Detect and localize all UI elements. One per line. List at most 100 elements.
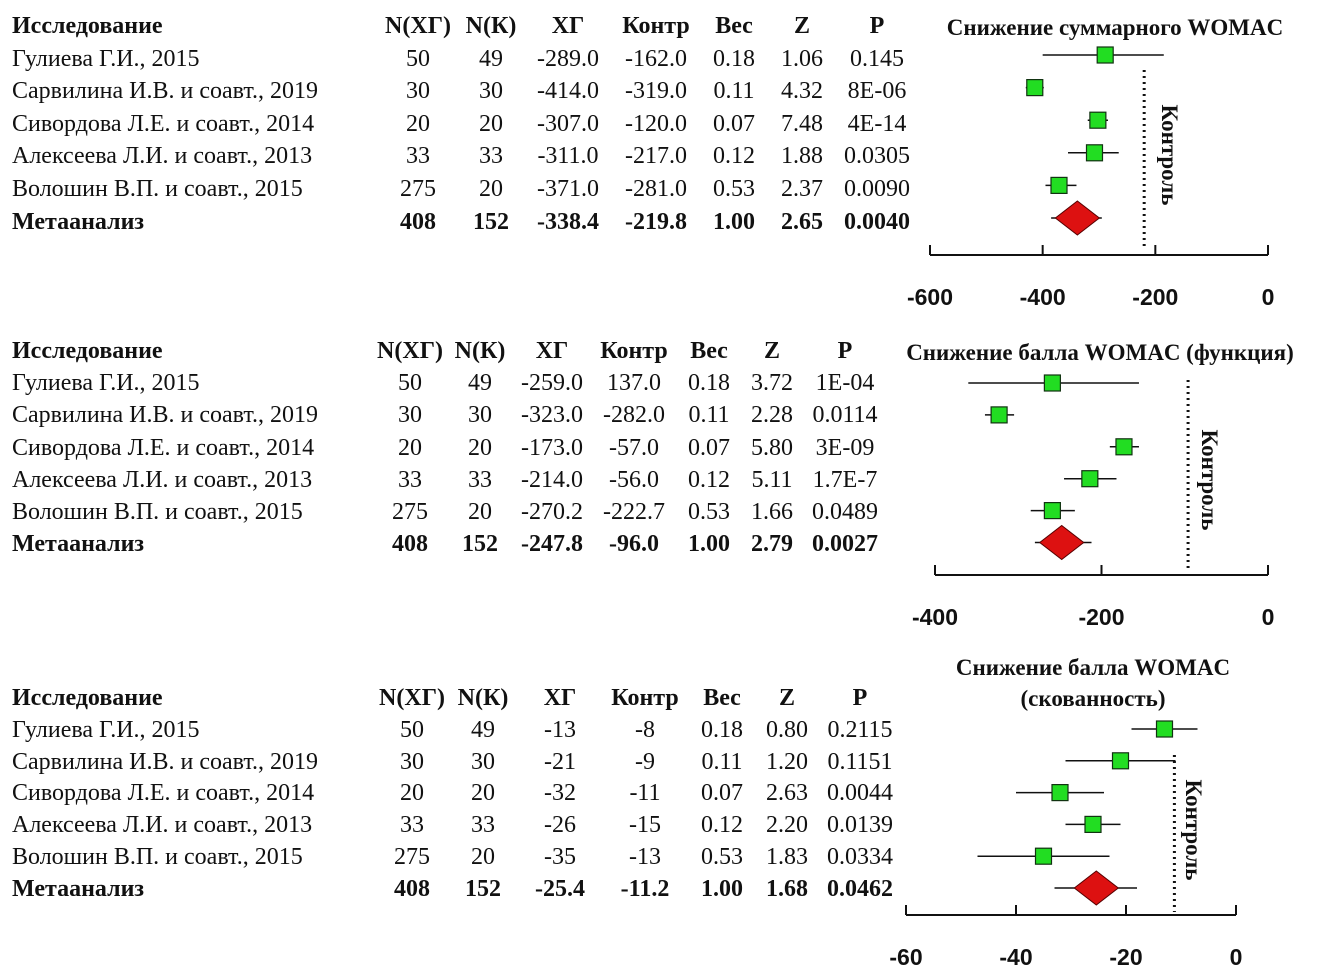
control-label: Контроль	[1181, 780, 1206, 881]
table-cell-n-k: 152	[465, 875, 501, 902]
study-marker	[1085, 144, 1104, 162]
plot-title: Снижение балла WOMAC (функция)	[906, 340, 1294, 365]
column-header: N(К)	[454, 338, 506, 364]
plot-title: (скованность)	[1021, 686, 1166, 711]
study-name: Сарвилина И.В. и соавт., 2019	[12, 748, 319, 775]
study-marker	[990, 406, 1008, 424]
column-header: N(ХГ)	[379, 685, 445, 711]
table-cell-hg: -259.0	[521, 370, 583, 397]
table-cell-n-k: 20	[479, 110, 503, 137]
column-header: P	[837, 338, 853, 364]
table-cell-n-hg: 275	[400, 176, 436, 202]
table-cell-ctrl: -57.0	[609, 434, 659, 461]
table-cell-weight: 0.11	[713, 78, 755, 105]
table-cell-z: 1.68	[766, 875, 808, 902]
table-cell-hg: -247.8	[521, 531, 583, 558]
table-cell-ctrl: -11.2	[620, 875, 670, 902]
table-cell-p: 0.145	[850, 45, 904, 72]
column-header: Вес	[703, 685, 741, 711]
study-marker	[1096, 46, 1114, 64]
table-cell-ctrl: -162.0	[625, 45, 687, 72]
table-cell-ctrl: -11	[629, 780, 661, 807]
table-cell-hg: -371.0	[537, 176, 599, 202]
table-cell-ctrl: -9	[635, 748, 655, 775]
column-header: P	[852, 685, 868, 711]
study-name: Сивордова Л.Е. и соавт., 2014	[12, 434, 315, 461]
study-name: Волошин В.П. и соавт., 2015	[12, 844, 303, 870]
study-marker	[1026, 78, 1044, 97]
table-cell-n-hg: 20	[400, 780, 424, 807]
table-cell-z: 4.32	[781, 78, 823, 105]
column-header: P	[869, 13, 885, 39]
meta-analysis-label: Метаанализ	[12, 875, 145, 902]
table-cell-p: 8E-06	[847, 78, 907, 105]
table-cell-z: 7.48	[781, 110, 823, 137]
table-cell-weight: 1.00	[701, 875, 743, 902]
column-header: Вес	[715, 13, 753, 39]
study-marker	[1115, 438, 1133, 456]
forest-plot-total: Снижение суммарного WOMAC Контроль -600 -40…	[907, 15, 1283, 310]
plot-title: Снижение суммарного WOMAC	[947, 15, 1283, 40]
table-cell-n-k: 152	[473, 208, 509, 235]
table-cell-ctrl: -96.0	[609, 531, 659, 558]
table-cell-z: 2.63	[766, 780, 808, 807]
table-cell-hg: -214.0	[521, 466, 583, 493]
x-tick-label: -200	[1132, 284, 1178, 310]
table-cell-hg: -21	[544, 748, 576, 775]
x-tick-label: -40	[999, 944, 1032, 970]
table-cell-ctrl: -56.0	[609, 466, 659, 493]
table-cell-n-k: 33	[468, 466, 492, 493]
table-cell-weight: 0.18	[701, 716, 743, 743]
table-cell-n-hg: 20	[406, 110, 430, 137]
study-name: Гулиева Г.И., 2015	[12, 716, 200, 743]
study-marker	[1050, 176, 1068, 194]
column-header: ХГ	[551, 13, 585, 39]
table-cell-ctrl: -219.8	[625, 208, 687, 235]
table-cell-z: 2.20	[766, 812, 808, 839]
table-cell-n-hg: 275	[394, 844, 430, 870]
x-tick-label: 0	[1262, 284, 1275, 310]
table-cell-p: 1.7E-7	[812, 466, 878, 493]
table-cell-n-k: 33	[479, 143, 503, 170]
table-cell-z: 2.65	[781, 208, 823, 235]
plot-title: Снижение балла WOMAC	[956, 655, 1230, 680]
summary-diamond	[1038, 524, 1085, 561]
summary-diamond	[1054, 200, 1101, 236]
meta-analysis-label: Метаанализ	[12, 531, 145, 558]
table-cell-p: 0.0305	[844, 143, 910, 170]
column-header: N(К)	[465, 13, 517, 39]
table-cell-ctrl: -319.0	[625, 78, 687, 105]
table-cell-n-hg: 50	[398, 370, 422, 397]
table-cell-n-hg: 30	[398, 402, 422, 429]
table-cell-hg: -26	[544, 812, 576, 839]
table-cell-n-k: 49	[471, 716, 495, 743]
study-marker	[1155, 720, 1174, 738]
table-cell-n-hg: 408	[400, 208, 436, 235]
table-cell-weight: 0.11	[701, 748, 743, 775]
study-name: Сарвилина И.В. и соавт., 2019	[12, 78, 319, 105]
table-cell-p: 0.0139	[827, 812, 893, 839]
table-cell-z: 0.80	[766, 716, 808, 743]
table-cell-p: 0.0040	[844, 208, 910, 235]
summary-diamond	[1073, 870, 1120, 906]
table-cell-hg: -270.2	[521, 499, 583, 525]
table-cell-weight: 0.53	[713, 176, 755, 202]
column-header: N(ХГ)	[385, 13, 451, 39]
table-cell-n-hg: 50	[406, 45, 430, 72]
table-cell-n-hg: 408	[392, 531, 428, 558]
study-name: Сивордова Л.Е. и соавт., 2014	[12, 110, 315, 137]
forest-plot-stiffness: Снижение балла WOMAC (скованность) Контрол…	[889, 655, 1242, 970]
column-header: Контр	[600, 338, 668, 364]
table-cell-weight: 0.07	[701, 780, 743, 807]
table-cell-hg: -414.0	[537, 78, 599, 105]
table-cell-p: 0.0044	[827, 780, 893, 807]
table-cell-n-hg: 50	[400, 716, 424, 743]
x-tick-label: 0	[1262, 604, 1275, 630]
study-marker	[1043, 374, 1061, 392]
table-cell-p: 4E-14	[847, 110, 907, 137]
study-marker	[1081, 470, 1099, 488]
x-tick-label: -20	[1109, 944, 1142, 970]
x-tick-label: -400	[1020, 284, 1066, 310]
table-cell-weight: 0.12	[688, 466, 730, 493]
table-cell-weight: 0.12	[713, 143, 755, 170]
